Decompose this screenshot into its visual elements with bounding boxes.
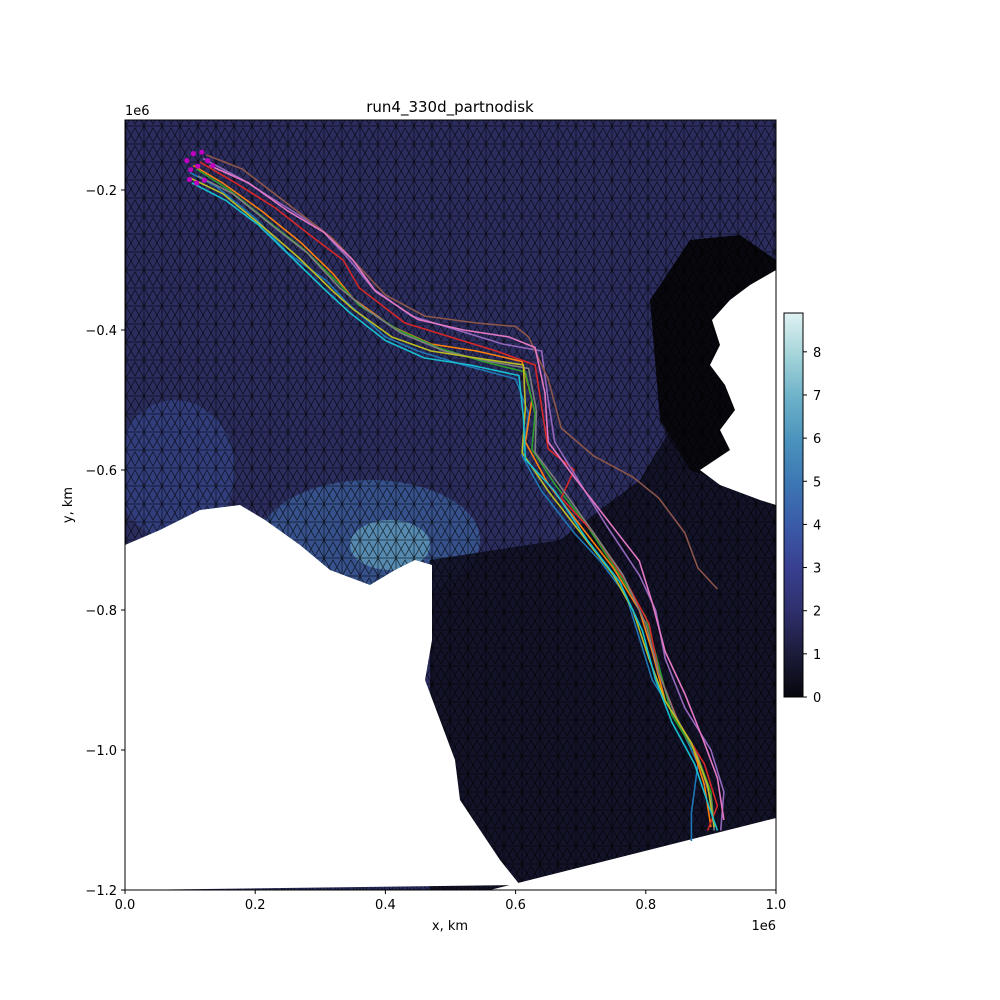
- start-marker: [190, 151, 196, 157]
- land-mask-east: [700, 270, 776, 505]
- y-tick-label: −1.2: [85, 884, 117, 899]
- start-marker: [199, 149, 205, 155]
- colorbar-tick-label: 6: [813, 432, 821, 447]
- start-marker: [201, 177, 208, 183]
- trajectory-line: [188, 176, 715, 828]
- y-tick-label: −0.4: [85, 324, 117, 339]
- start-marker: [205, 158, 211, 164]
- y-axis: −0.2 −0.4 −0.6 −0.8 −1.0 −1.2: [85, 184, 125, 899]
- x-tick-label: 0.0: [115, 898, 136, 913]
- x-axis: 0.0 0.2 0.4 0.6 0.8 1.0: [115, 890, 787, 913]
- x-tick-label: 1.0: [766, 898, 787, 913]
- colorbar-tick-label: 5: [813, 475, 821, 490]
- colorbar-tick-label: 7: [813, 389, 821, 404]
- x-tick-label: 0.8: [635, 898, 656, 913]
- start-marker: [194, 180, 200, 186]
- colorbar-tick-label: 1: [813, 648, 821, 663]
- colorbar-tick-label: 8: [813, 346, 821, 361]
- axes-frame: [124, 119, 777, 891]
- y-offset-text: 1e6: [125, 104, 150, 119]
- trajectory-line: [197, 175, 715, 831]
- colorbar: 0 1 2 3 4 5 6 7 8: [783, 312, 821, 706]
- colorbar-tick-label: 0: [813, 691, 821, 706]
- land-mask-west: [125, 505, 520, 890]
- start-marker: [188, 167, 194, 173]
- land-mask-south: [490, 818, 776, 890]
- start-marker: [186, 176, 193, 183]
- x-tick-label: 0.4: [375, 898, 396, 913]
- y-tick-label: −0.8: [85, 604, 117, 619]
- x-tick-label: 0.6: [505, 898, 526, 913]
- chart-title: run4_330d_partnodisk: [366, 98, 534, 117]
- y-axis-label: y, km: [61, 487, 76, 523]
- start-marker: [184, 158, 190, 164]
- x-offset-text: 1e6: [751, 919, 776, 934]
- y-tick-label: −0.6: [85, 464, 117, 479]
- trajectory-lines: [188, 154, 725, 841]
- colorbar-tick-label: 4: [813, 518, 821, 533]
- start-marker: [210, 162, 216, 169]
- colorbar-gradient: [783, 312, 804, 698]
- start-marker: [195, 163, 201, 169]
- trajectory-line: [191, 182, 719, 831]
- y-tick-label: −1.0: [85, 744, 117, 759]
- x-axis-label: x, km: [432, 919, 468, 934]
- x-tick-label: 0.2: [245, 898, 266, 913]
- trajectory-line: [209, 164, 725, 821]
- start-markers: [184, 149, 216, 186]
- colorbar-tick-label: 2: [813, 605, 821, 620]
- plot-area: [125, 120, 776, 890]
- y-tick-label: −0.2: [85, 184, 117, 199]
- colorbar-tick-label: 3: [813, 562, 821, 577]
